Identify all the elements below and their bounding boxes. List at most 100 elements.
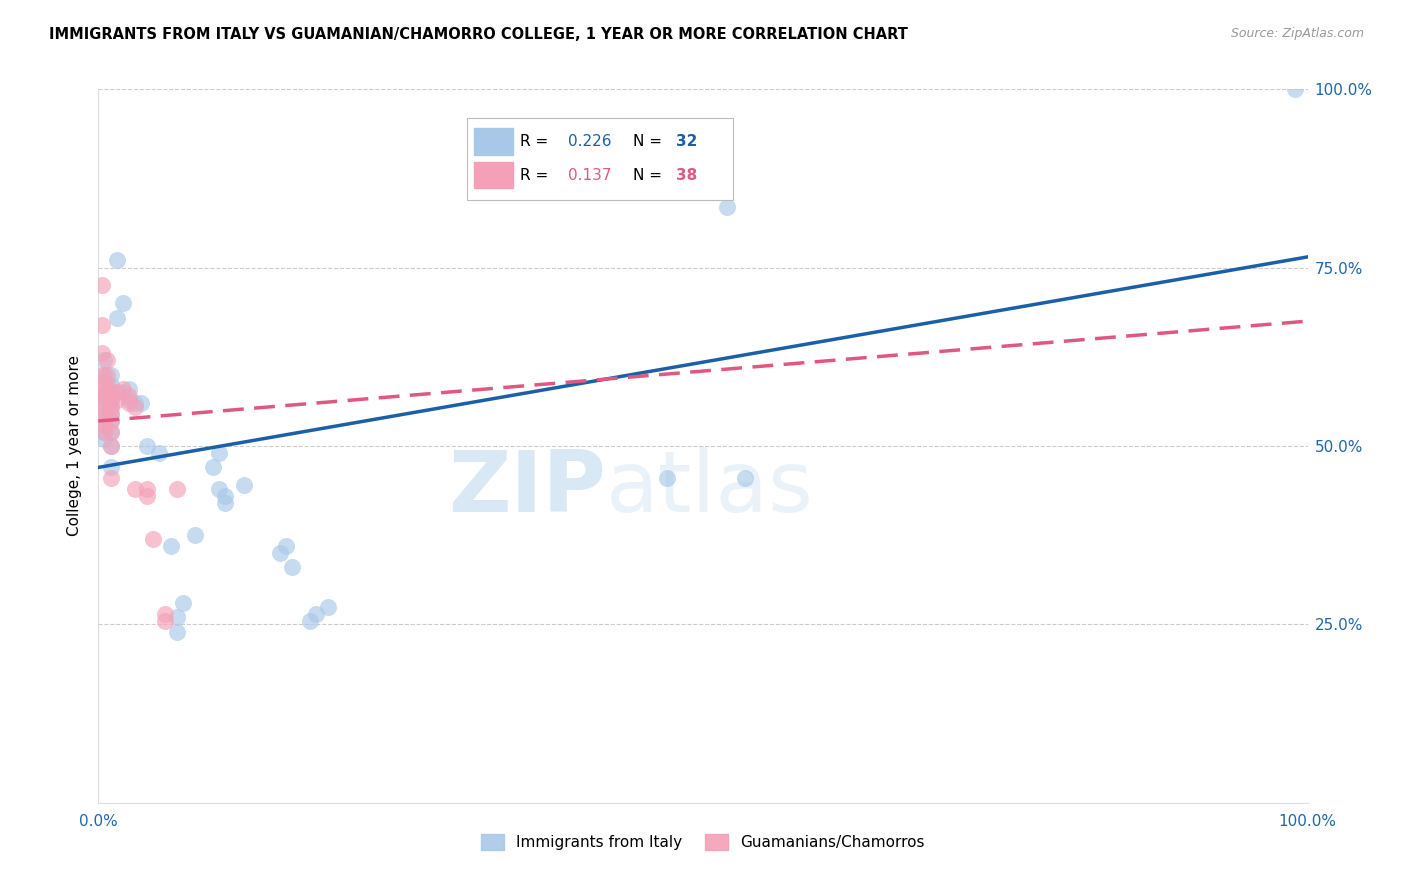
Point — [111, 296, 134, 310]
Point — [655, 471, 678, 485]
Point — [93, 407, 115, 421]
Point — [97, 385, 120, 400]
Point — [100, 392, 122, 407]
Point — [100, 439, 122, 453]
Point — [91, 278, 114, 293]
Point — [135, 439, 157, 453]
Point — [118, 382, 141, 396]
Point — [105, 310, 128, 325]
Point — [93, 400, 115, 414]
Text: ZIP: ZIP — [449, 447, 606, 531]
FancyBboxPatch shape — [467, 118, 734, 200]
Point — [91, 382, 114, 396]
Point — [208, 446, 231, 460]
Point — [100, 385, 122, 400]
Point — [96, 368, 118, 382]
Point — [1284, 82, 1306, 96]
Point — [111, 382, 134, 396]
Text: 32: 32 — [676, 134, 697, 149]
Text: 0.137: 0.137 — [568, 168, 612, 183]
Point — [100, 425, 122, 439]
Point — [124, 482, 146, 496]
Point — [184, 528, 207, 542]
Point — [100, 414, 122, 428]
Point — [208, 482, 231, 496]
Point — [93, 389, 115, 403]
Point — [100, 471, 122, 485]
Point — [135, 489, 157, 503]
Point — [93, 368, 115, 382]
Text: 0.226: 0.226 — [568, 134, 612, 149]
Point — [100, 378, 122, 392]
Text: 38: 38 — [676, 168, 697, 183]
Point — [93, 375, 115, 389]
Point — [100, 400, 122, 414]
Point — [93, 417, 115, 432]
Point — [274, 539, 297, 553]
Point — [655, 171, 678, 186]
Point — [100, 368, 122, 382]
Point — [93, 396, 115, 410]
Y-axis label: College, 1 year or more: College, 1 year or more — [67, 356, 83, 536]
Point — [734, 471, 756, 485]
Point — [148, 446, 170, 460]
Point — [153, 614, 176, 628]
Point — [118, 396, 141, 410]
Point — [160, 539, 183, 553]
Legend: Immigrants from Italy, Guamanians/Chamorros: Immigrants from Italy, Guamanians/Chamor… — [472, 825, 934, 859]
Point — [93, 389, 115, 403]
Point — [214, 489, 236, 503]
FancyBboxPatch shape — [474, 128, 513, 155]
Point — [100, 392, 122, 407]
Text: IMMIGRANTS FROM ITALY VS GUAMANIAN/CHAMORRO COLLEGE, 1 YEAR OR MORE CORRELATION : IMMIGRANTS FROM ITALY VS GUAMANIAN/CHAMO… — [49, 27, 908, 42]
Point — [91, 318, 114, 332]
Point — [91, 346, 114, 360]
Point — [269, 546, 291, 560]
Point — [100, 425, 122, 439]
Text: atlas: atlas — [606, 447, 814, 531]
Point — [100, 414, 122, 428]
Point — [129, 396, 152, 410]
Point — [100, 400, 122, 414]
Point — [105, 392, 128, 407]
Text: N =: N = — [633, 168, 666, 183]
Point — [91, 368, 114, 382]
Point — [105, 385, 128, 400]
Point — [716, 200, 738, 214]
Point — [232, 478, 254, 492]
Point — [93, 410, 115, 425]
Point — [172, 596, 194, 610]
Point — [100, 407, 122, 421]
Point — [91, 389, 114, 403]
Point — [96, 353, 118, 368]
Point — [93, 432, 115, 446]
Point — [118, 392, 141, 407]
Point — [96, 378, 118, 392]
Text: R =: R = — [520, 168, 554, 183]
Point — [135, 482, 157, 496]
Point — [100, 439, 122, 453]
Point — [281, 560, 304, 574]
Point — [166, 482, 188, 496]
Point — [93, 403, 115, 417]
Point — [202, 460, 225, 475]
Text: R =: R = — [520, 134, 554, 149]
Point — [93, 417, 115, 432]
Point — [100, 460, 122, 475]
Point — [166, 624, 188, 639]
Point — [93, 425, 115, 439]
Point — [93, 425, 115, 439]
Point — [111, 385, 134, 400]
Text: Source: ZipAtlas.com: Source: ZipAtlas.com — [1230, 27, 1364, 40]
FancyBboxPatch shape — [474, 162, 513, 188]
Point — [166, 610, 188, 624]
Point — [305, 607, 328, 621]
Text: N =: N = — [633, 134, 666, 149]
Point — [118, 389, 141, 403]
Point — [124, 396, 146, 410]
Point — [299, 614, 322, 628]
Point — [153, 607, 176, 621]
Point — [214, 496, 236, 510]
Point — [100, 407, 122, 421]
Point — [142, 532, 165, 546]
